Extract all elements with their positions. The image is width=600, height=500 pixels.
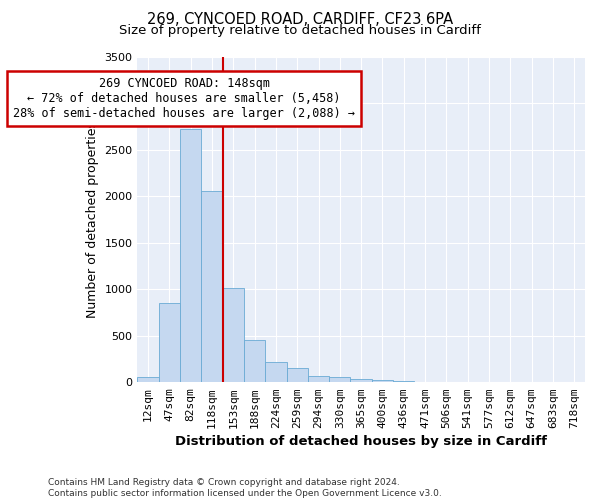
Bar xyxy=(265,362,287,382)
Bar xyxy=(393,381,415,382)
X-axis label: Distribution of detached houses by size in Cardiff: Distribution of detached houses by size … xyxy=(175,434,547,448)
Bar xyxy=(223,288,244,382)
Text: Size of property relative to detached houses in Cardiff: Size of property relative to detached ho… xyxy=(119,24,481,37)
Bar xyxy=(180,129,201,382)
Bar xyxy=(308,376,329,382)
Text: 269 CYNCOED ROAD: 148sqm
← 72% of detached houses are smaller (5,458)
28% of sem: 269 CYNCOED ROAD: 148sqm ← 72% of detach… xyxy=(13,77,355,120)
Y-axis label: Number of detached properties: Number of detached properties xyxy=(86,121,99,318)
Bar xyxy=(287,368,308,382)
Bar xyxy=(350,380,372,382)
Bar xyxy=(329,377,350,382)
Text: Contains HM Land Registry data © Crown copyright and database right 2024.
Contai: Contains HM Land Registry data © Crown c… xyxy=(48,478,442,498)
Bar xyxy=(244,340,265,382)
Bar xyxy=(158,303,180,382)
Bar xyxy=(372,380,393,382)
Bar xyxy=(137,376,158,382)
Bar xyxy=(201,190,223,382)
Text: 269, CYNCOED ROAD, CARDIFF, CF23 6PA: 269, CYNCOED ROAD, CARDIFF, CF23 6PA xyxy=(147,12,453,28)
